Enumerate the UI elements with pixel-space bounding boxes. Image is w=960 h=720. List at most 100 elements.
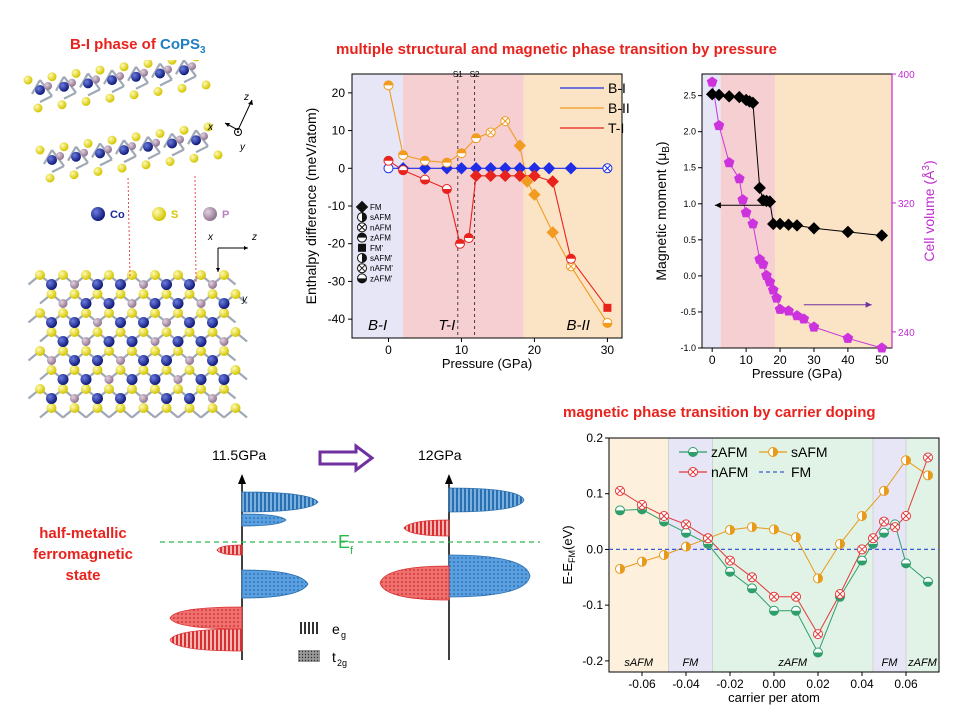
volume-point bbox=[764, 276, 776, 287]
bii-point bbox=[567, 262, 575, 270]
s-atom bbox=[105, 93, 115, 103]
s-atom bbox=[92, 403, 103, 413]
s-atom bbox=[115, 327, 126, 337]
marker-legend-label: FM bbox=[370, 203, 382, 212]
marker-legend-label: nAFM bbox=[370, 223, 392, 232]
s-atom bbox=[150, 308, 160, 318]
moment-point bbox=[722, 90, 736, 103]
point-zAFM bbox=[681, 532, 691, 538]
s-atom bbox=[203, 122, 213, 132]
moment-point bbox=[773, 217, 787, 231]
point-nAFM bbox=[858, 546, 866, 553]
region-3 bbox=[873, 438, 906, 672]
ti-point bbox=[464, 233, 474, 239]
co-atom bbox=[59, 81, 69, 92]
y-axis-label-right: Cell volume (Å3) bbox=[921, 160, 937, 261]
legend-label: sAFM bbox=[791, 444, 828, 460]
s-atom bbox=[219, 308, 229, 318]
marker-legend-icon bbox=[362, 253, 367, 263]
marker-legend-label: zAFM bbox=[370, 234, 391, 243]
point-zAFM bbox=[879, 532, 889, 538]
y-tick: 0.2 bbox=[586, 431, 603, 445]
co-atom bbox=[115, 279, 126, 290]
ti-point bbox=[420, 179, 430, 185]
s-atom bbox=[83, 138, 93, 148]
x-tick: 0.00 bbox=[762, 677, 786, 691]
s-atom bbox=[179, 125, 189, 135]
point-zAFM bbox=[703, 543, 713, 549]
volume-point bbox=[767, 284, 779, 295]
top-layer-1 bbox=[23, 60, 211, 113]
point-sAFM bbox=[840, 539, 845, 549]
bi-point bbox=[604, 164, 611, 172]
co-atom bbox=[126, 336, 138, 347]
ef-label: E bbox=[338, 532, 350, 552]
co-atom bbox=[95, 148, 105, 159]
s-atom bbox=[173, 384, 183, 394]
s-atom bbox=[23, 75, 33, 85]
s-atom bbox=[167, 60, 177, 65]
s-atom bbox=[207, 403, 218, 413]
y-tick: 10 bbox=[332, 124, 346, 138]
bii-point bbox=[513, 139, 527, 152]
structure-title-formula: CoPS bbox=[160, 36, 201, 53]
s-atom bbox=[107, 135, 117, 145]
volume-point bbox=[734, 173, 745, 184]
p-atom bbox=[219, 337, 229, 346]
volume-point bbox=[723, 156, 735, 168]
co-atom bbox=[131, 71, 141, 82]
marker-legend-label: sAFM' bbox=[370, 254, 393, 263]
point-sAFM bbox=[752, 522, 757, 532]
x-tick: 0.06 bbox=[894, 677, 918, 691]
point-zAFM bbox=[923, 581, 933, 587]
co-atom bbox=[71, 151, 81, 162]
x-tick: 0 bbox=[709, 353, 716, 367]
region-label: T-I bbox=[438, 317, 455, 334]
s-atom bbox=[46, 289, 57, 299]
s-atom bbox=[196, 346, 206, 356]
ti-point bbox=[603, 303, 612, 312]
region-0 bbox=[609, 438, 669, 672]
point-nAFM bbox=[880, 518, 888, 525]
s-atom bbox=[104, 346, 114, 356]
p-atom bbox=[200, 132, 208, 141]
s-atom bbox=[230, 327, 241, 337]
point-zAFM bbox=[901, 563, 911, 568]
p-atom bbox=[185, 356, 194, 365]
s-atom bbox=[184, 403, 195, 413]
s-atom bbox=[201, 80, 211, 90]
s-atom bbox=[127, 308, 137, 318]
y-tick: -0.1 bbox=[582, 598, 603, 612]
x-axis-label: Pressure (GPa) bbox=[442, 356, 532, 371]
s-atom bbox=[143, 60, 153, 68]
point-nAFM bbox=[748, 573, 756, 581]
s-atom bbox=[47, 72, 57, 82]
point-nAFM bbox=[770, 593, 778, 601]
y-tick: -20 bbox=[328, 237, 346, 251]
volume-point bbox=[798, 313, 810, 324]
moment-point bbox=[875, 229, 889, 242]
legend-marker bbox=[688, 452, 698, 457]
x-axis-label: carrier per atom bbox=[728, 690, 820, 705]
region-2 bbox=[774, 74, 892, 348]
co-atom bbox=[46, 279, 57, 290]
s-atom bbox=[230, 289, 241, 299]
svg-text:x: x bbox=[207, 122, 214, 133]
s-atom bbox=[119, 62, 129, 72]
s-atom bbox=[173, 270, 183, 280]
p-atom bbox=[208, 394, 217, 403]
region-label: zAFM bbox=[907, 657, 938, 669]
co-atom bbox=[191, 135, 201, 146]
bii-point bbox=[456, 148, 466, 154]
point-sAFM bbox=[884, 486, 889, 496]
volume-point bbox=[842, 332, 854, 343]
crystal-structure: z x y Co S P x z y bbox=[23, 60, 257, 419]
s-atom bbox=[129, 90, 139, 100]
s-atom bbox=[69, 289, 80, 299]
co-atom bbox=[207, 355, 218, 366]
co-atom bbox=[119, 145, 129, 156]
s-atom bbox=[184, 327, 195, 337]
p-atom bbox=[47, 356, 56, 365]
s-atom bbox=[58, 346, 68, 356]
co-atom bbox=[107, 75, 117, 86]
